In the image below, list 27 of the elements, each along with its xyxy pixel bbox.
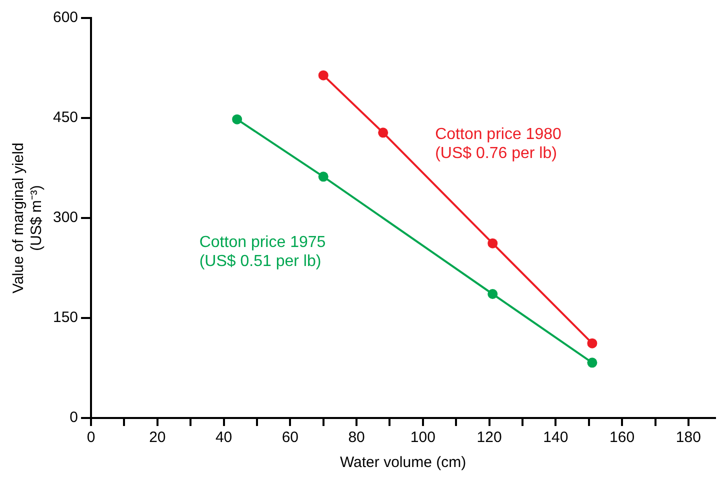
y-axis-title: Value of marginal yield (US$ m⁻³) xyxy=(10,142,46,294)
point xyxy=(587,358,598,368)
y-tick-label: 600 xyxy=(52,9,78,26)
x-tick-label: 40 xyxy=(215,429,232,446)
x-tick-label: 60 xyxy=(282,429,299,446)
x-tick-label: 0 xyxy=(86,429,96,446)
x-tick-label: 20 xyxy=(149,429,166,446)
x-tick-label: 120 xyxy=(476,429,502,446)
y-tick-label: 450 xyxy=(52,109,78,126)
text: Cotton price 1975 (US$ 0.51 per lb) xyxy=(199,234,326,270)
point xyxy=(378,128,388,138)
y-tick-label: 0 xyxy=(70,409,78,426)
point xyxy=(318,70,328,80)
x-tick-label: 180 xyxy=(676,429,701,446)
point xyxy=(232,114,242,124)
point xyxy=(488,238,498,248)
point xyxy=(587,338,598,348)
x-tick-label: 140 xyxy=(543,429,568,446)
x-tick-label: 80 xyxy=(348,429,365,446)
point xyxy=(488,289,498,299)
x-axis-title: Water volume (cm) xyxy=(340,454,466,472)
x-tick-label: 160 xyxy=(610,429,635,446)
x-tick-label: 100 xyxy=(410,429,436,446)
y-tick-label: 150 xyxy=(52,309,78,326)
point xyxy=(318,172,328,182)
series-label: Cotton price 1980 (US$ 0.76 per lb) xyxy=(435,126,562,162)
y-tick-label: 300 xyxy=(52,209,78,226)
